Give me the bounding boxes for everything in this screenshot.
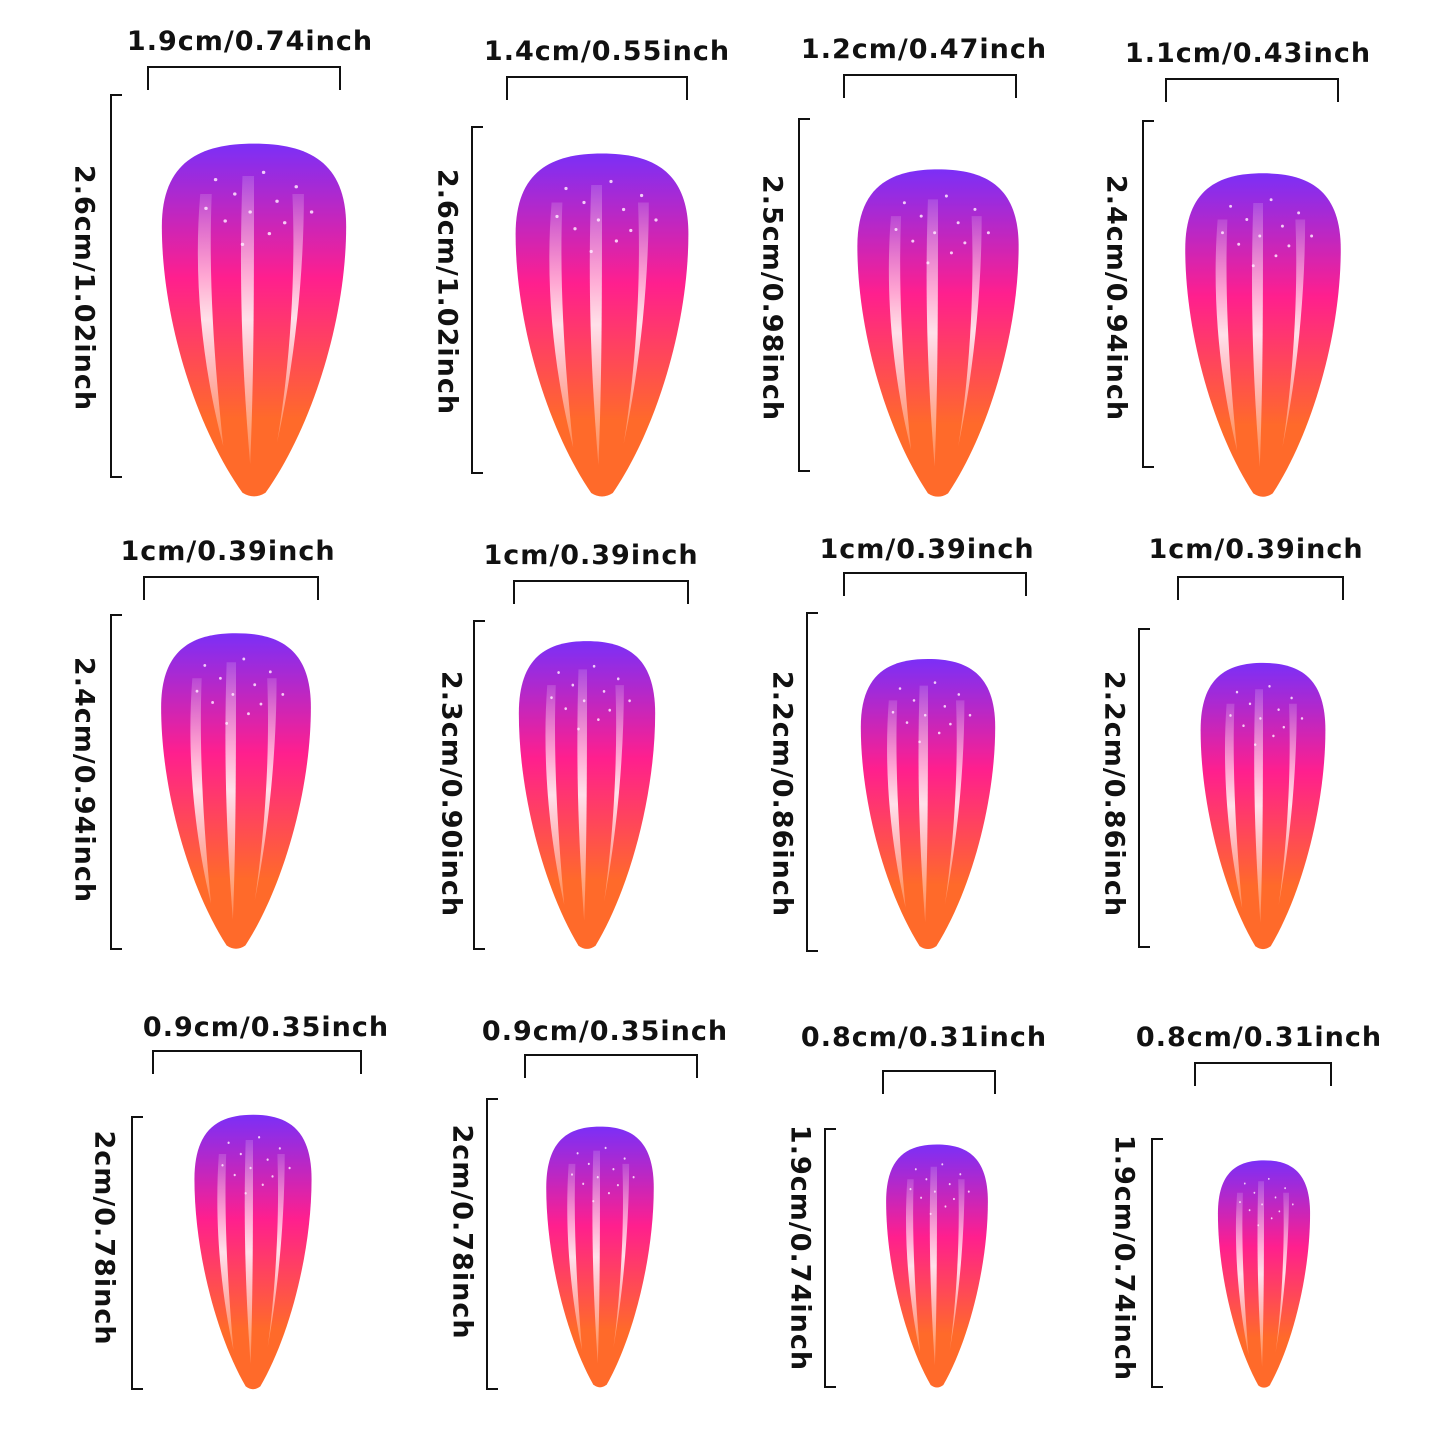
press-on-nail-image xyxy=(1198,660,1328,952)
height-bracket xyxy=(1138,628,1150,948)
nail-shape xyxy=(194,1114,312,1390)
press-on-nail-image xyxy=(884,1142,990,1390)
height-bracket xyxy=(473,620,485,950)
width-bracket xyxy=(1165,78,1339,102)
width-label: 1cm/0.39inch xyxy=(483,540,699,571)
height-bracket xyxy=(131,1116,143,1390)
height-bracket xyxy=(806,612,818,952)
width-label: 1cm/0.39inch xyxy=(819,534,1035,565)
nail-shape xyxy=(518,641,656,949)
height-bracket xyxy=(486,1098,498,1390)
width-label: 1cm/0.39inch xyxy=(1148,534,1364,565)
width-bracket xyxy=(513,580,689,604)
width-label: 1.1cm/0.43inch xyxy=(1124,38,1372,69)
press-on-nail-image xyxy=(1216,1158,1312,1390)
nail-shape xyxy=(1185,173,1341,497)
nail-shape xyxy=(546,1126,654,1388)
height-bracket xyxy=(471,126,483,474)
width-bracket xyxy=(524,1054,698,1078)
nail-shape xyxy=(161,633,311,949)
height-label: 1.9cm/0.74inch xyxy=(1108,1134,1140,1382)
width-label: 1.4cm/0.55inch xyxy=(483,36,731,67)
press-on-nail-image xyxy=(158,140,350,500)
height-bracket xyxy=(798,118,810,472)
width-label: 0.8cm/0.31inch xyxy=(800,1022,1048,1053)
width-label: 0.9cm/0.35inch xyxy=(142,1012,390,1043)
width-bracket xyxy=(506,76,688,100)
nail-shape xyxy=(860,658,996,950)
height-label: 2.5cm/0.98inch xyxy=(756,174,788,422)
press-on-nail-image xyxy=(858,656,998,952)
width-bracket xyxy=(843,572,1027,596)
height-bracket xyxy=(110,614,122,950)
height-bracket xyxy=(1142,120,1154,468)
width-bracket xyxy=(143,576,319,600)
height-label: 1.9cm/0.74inch xyxy=(784,1124,816,1372)
width-bracket xyxy=(1194,1062,1332,1086)
press-on-nail-image xyxy=(1182,170,1344,500)
nail-shape xyxy=(857,169,1019,497)
height-label: 2.6cm/1.02inch xyxy=(431,168,463,416)
height-label: 2cm/0.78inch xyxy=(88,1130,120,1346)
width-label: 0.8cm/0.31inch xyxy=(1135,1022,1383,1053)
height-bracket xyxy=(824,1128,836,1388)
press-on-nail-image xyxy=(192,1112,314,1392)
width-bracket xyxy=(843,74,1017,98)
nail-shape xyxy=(161,143,347,497)
width-label: 0.9cm/0.35inch xyxy=(481,1016,729,1047)
press-on-nail-image xyxy=(544,1124,656,1390)
nail-shape xyxy=(515,153,689,497)
width-label: 1.9cm/0.74inch xyxy=(126,26,374,57)
height-bracket xyxy=(1151,1138,1163,1388)
width-bracket xyxy=(1177,576,1344,600)
height-label: 2.4cm/0.94inch xyxy=(1100,174,1132,422)
height-label: 2.2cm/0.86inch xyxy=(1098,670,1130,918)
width-bracket xyxy=(152,1050,362,1074)
width-bracket xyxy=(147,66,341,90)
height-label: 2.2cm/0.86inch xyxy=(766,670,798,918)
height-label: 2.6cm/1.02inch xyxy=(68,164,100,412)
press-on-nail-image xyxy=(854,166,1022,500)
nail-shape xyxy=(1200,662,1326,950)
height-bracket xyxy=(110,94,122,478)
nail-shape xyxy=(886,1144,988,1388)
press-on-nail-image xyxy=(516,638,658,952)
height-label: 2.3cm/0.90inch xyxy=(435,670,467,918)
width-label: 1.2cm/0.47inch xyxy=(800,34,1048,65)
press-on-nail-image xyxy=(158,630,314,952)
height-label: 2cm/0.78inch xyxy=(446,1124,478,1340)
height-label: 2.4cm/0.94inch xyxy=(68,656,100,904)
nail-shape xyxy=(1217,1160,1311,1388)
width-bracket xyxy=(882,1070,996,1094)
press-on-nail-image xyxy=(512,150,692,500)
width-label: 1cm/0.39inch xyxy=(120,536,336,567)
